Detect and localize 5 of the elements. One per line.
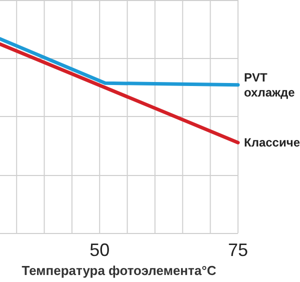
x-tick-label: 50 — [90, 240, 110, 260]
x-axis-title: Температура фотоэлемента°C — [22, 263, 217, 278]
series-label: PVT охлажде — [244, 70, 296, 100]
series-label: Классиче — [244, 136, 300, 150]
x-tick-label: 75 — [228, 240, 248, 260]
